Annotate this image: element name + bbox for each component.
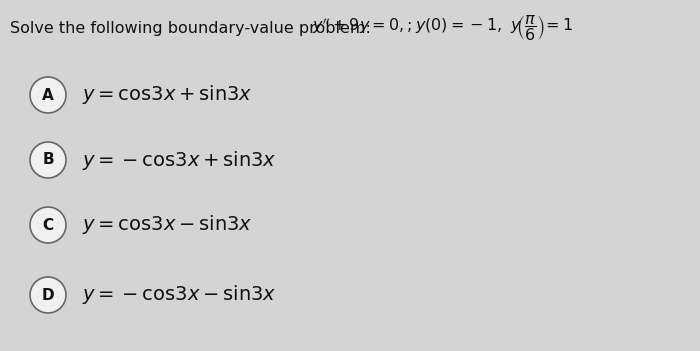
Text: D: D <box>42 287 55 303</box>
Text: A: A <box>42 87 54 102</box>
Text: C: C <box>43 218 54 232</box>
Text: $y=\mathrm{cos}3x+\mathrm{sin}3x$: $y=\mathrm{cos}3x+\mathrm{sin}3x$ <box>82 84 253 106</box>
Ellipse shape <box>30 77 66 113</box>
Ellipse shape <box>30 277 66 313</box>
Text: $y=\mathrm{cos}3x-\mathrm{sin}3x$: $y=\mathrm{cos}3x-\mathrm{sin}3x$ <box>82 213 253 237</box>
Ellipse shape <box>30 142 66 178</box>
Text: $y'' +9y=0,;y(0)=-1,\ y\!\left(\dfrac{\pi}{6}\right)\!=1$: $y'' +9y=0,;y(0)=-1,\ y\!\left(\dfrac{\p… <box>312 13 573 43</box>
Text: B: B <box>42 152 54 167</box>
Text: $y=-\mathrm{cos}3x-\mathrm{sin}3x$: $y=-\mathrm{cos}3x-\mathrm{sin}3x$ <box>82 284 276 306</box>
Text: $y=-\mathrm{cos}3x+\mathrm{sin}3x$: $y=-\mathrm{cos}3x+\mathrm{sin}3x$ <box>82 148 276 172</box>
Text: Solve the following boundary-value problem:: Solve the following boundary-value probl… <box>10 20 376 35</box>
Ellipse shape <box>30 207 66 243</box>
